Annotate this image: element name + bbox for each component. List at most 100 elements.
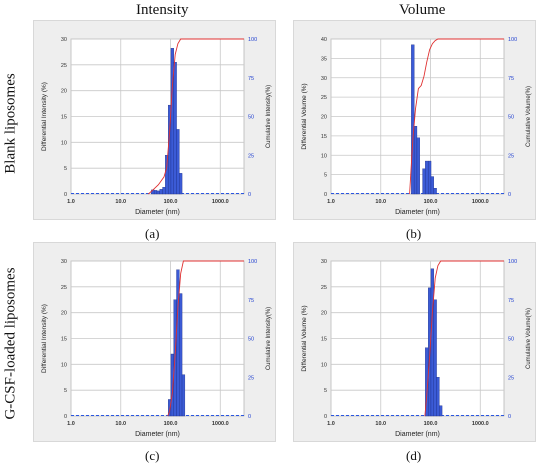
distribution-bar bbox=[159, 189, 163, 195]
distribution-bar bbox=[179, 293, 183, 417]
panel-label-c: (c) bbox=[145, 448, 160, 463]
chart-svg: 0 5 10 15 20 25 30 0 25 50 75 100 1.0 10.0 100.0 1000.0… bbox=[41, 259, 272, 438]
x-axis-label: Diameter (nm) bbox=[395, 209, 440, 216]
x-axis-label: Diameter (nm) bbox=[395, 431, 440, 438]
y-tick-label: 25 bbox=[61, 285, 67, 291]
y2-tick-label: 100 bbox=[508, 37, 517, 43]
x-tick-label: 10.0 bbox=[375, 199, 386, 205]
x-tick-label: 1000.0 bbox=[472, 421, 489, 427]
y-axis-label: Differential Intensity (%) bbox=[41, 304, 48, 373]
distribution-bar bbox=[422, 168, 426, 195]
distribution-bar bbox=[416, 137, 420, 195]
y-tick-label: 0 bbox=[324, 192, 327, 198]
y-axis-label: Differential Volume (%) bbox=[301, 83, 308, 149]
cumulative-line bbox=[424, 260, 504, 417]
distribution-bar bbox=[165, 155, 169, 195]
y2-tick-label: 100 bbox=[248, 37, 257, 43]
y-tick-label: 5 bbox=[324, 388, 327, 394]
x-tick-label: 100.0 bbox=[164, 421, 178, 427]
distribution-bar bbox=[181, 374, 186, 417]
x-tick-label: 10.0 bbox=[115, 421, 126, 427]
y2-tick-label: 25 bbox=[508, 153, 514, 159]
distribution-bar bbox=[156, 190, 160, 195]
y-tick-label: 15 bbox=[321, 337, 327, 343]
y-tick-label: 30 bbox=[321, 259, 327, 265]
y-tick-label: 35 bbox=[321, 56, 327, 62]
chart-panel-d: 0 5 10 15 20 25 30 0 25 50 75 100 1.0 10.0 100.0 1000.0… bbox=[293, 242, 536, 442]
y-tick-label: 15 bbox=[61, 337, 67, 343]
y-tick-label: 20 bbox=[61, 311, 67, 317]
x-axis-label: Diameter (nm) bbox=[135, 209, 180, 216]
y2-tick-label: 50 bbox=[508, 115, 514, 121]
chart-panel-c: 0 5 10 15 20 25 30 0 25 50 75 100 1.0 10.0 100.0 1000.0… bbox=[33, 242, 276, 442]
y2-tick-label: 0 bbox=[508, 414, 511, 420]
cumulative-line bbox=[409, 38, 504, 195]
y-tick-label: 20 bbox=[321, 311, 327, 317]
chart-svg: 0 5 10 15 20 25 30 35 40 0 25 50 75 100 1.0 10.0 100.0 10… bbox=[301, 37, 532, 216]
y-axis-label: Differential Intensity (%) bbox=[41, 82, 48, 151]
y-tick-label: 20 bbox=[321, 115, 327, 121]
y2-tick-label: 50 bbox=[248, 337, 254, 343]
y-tick-label: 15 bbox=[61, 115, 67, 121]
y2-tick-label: 25 bbox=[508, 375, 514, 381]
y2-tick-label: 25 bbox=[248, 375, 254, 381]
distribution-bar bbox=[430, 176, 434, 195]
x-tick-label: 1.0 bbox=[67, 199, 75, 205]
y-tick-label: 25 bbox=[321, 95, 327, 101]
x-axis-label: Diameter (nm) bbox=[135, 431, 180, 438]
x-tick-label: 10.0 bbox=[115, 199, 126, 205]
y2-axis-label: Cumulative Volume(%) bbox=[526, 308, 532, 369]
x-tick-label: 100.0 bbox=[424, 199, 438, 205]
y-tick-label: 40 bbox=[321, 37, 327, 43]
column-title-intensity: Intensity bbox=[136, 2, 189, 18]
x-tick-label: 1.0 bbox=[67, 421, 75, 427]
chart-panel-b: 0 5 10 15 20 25 30 35 40 0 25 50 75 100 1.0 10.0 100.0 10… bbox=[293, 20, 536, 220]
y2-tick-label: 75 bbox=[248, 298, 254, 304]
y-tick-label: 0 bbox=[64, 414, 67, 420]
distribution-bar bbox=[176, 129, 180, 195]
y-tick-label: 30 bbox=[321, 76, 327, 82]
y-axis-label: Differential Volume (%) bbox=[301, 305, 308, 371]
chart-panel-a: 0 5 10 15 20 25 30 0 25 50 75 100 1.0 10.0 100.0 1000.0… bbox=[33, 20, 276, 220]
y2-axis-label: Cumulative Intensity(%) bbox=[266, 307, 272, 370]
cumulative-line bbox=[148, 38, 244, 195]
y-tick-label: 25 bbox=[321, 285, 327, 291]
row-title-blank-liposomes: Blank liposomes bbox=[2, 73, 19, 174]
y2-tick-label: 25 bbox=[248, 153, 254, 159]
distribution-bar bbox=[428, 160, 432, 195]
y2-tick-label: 50 bbox=[508, 337, 514, 343]
distribution-bar bbox=[439, 405, 443, 417]
y-tick-label: 0 bbox=[64, 192, 67, 198]
y-tick-label: 20 bbox=[61, 89, 67, 95]
x-tick-label: 100.0 bbox=[164, 199, 178, 205]
y-tick-label: 10 bbox=[321, 362, 327, 368]
distribution-bar bbox=[413, 126, 418, 195]
x-tick-label: 1.0 bbox=[327, 421, 335, 427]
distribution-bar bbox=[425, 160, 429, 195]
panel-label-a: (a) bbox=[145, 226, 160, 241]
y2-tick-label: 100 bbox=[508, 259, 517, 265]
y2-tick-label: 0 bbox=[248, 192, 251, 198]
y2-tick-label: 100 bbox=[248, 259, 257, 265]
y2-tick-label: 75 bbox=[508, 76, 514, 82]
chart-svg: 0 5 10 15 20 25 30 0 25 50 75 100 1.0 10.0 100.0 1000.0… bbox=[41, 37, 272, 216]
y-tick-label: 30 bbox=[61, 37, 67, 43]
x-tick-label: 1000.0 bbox=[212, 421, 229, 427]
y2-tick-label: 0 bbox=[508, 192, 511, 198]
distribution-bar bbox=[162, 187, 166, 195]
distribution-bar bbox=[436, 377, 440, 417]
y2-tick-label: 50 bbox=[248, 115, 254, 121]
cumulative-line bbox=[167, 260, 244, 417]
y2-tick-label: 0 bbox=[248, 414, 251, 420]
y-tick-label: 5 bbox=[64, 388, 67, 394]
y-tick-label: 0 bbox=[324, 414, 327, 420]
y2-tick-label: 75 bbox=[248, 76, 254, 82]
y2-tick-label: 75 bbox=[508, 298, 514, 304]
y2-axis-label: Cumulative Volume(%) bbox=[526, 86, 532, 147]
x-tick-label: 1000.0 bbox=[472, 199, 489, 205]
y-tick-label: 15 bbox=[321, 134, 327, 140]
column-title-volume: Volume bbox=[399, 2, 446, 18]
distribution-bar bbox=[433, 188, 437, 195]
distribution-bar bbox=[153, 190, 158, 195]
y-tick-label: 25 bbox=[61, 63, 67, 69]
